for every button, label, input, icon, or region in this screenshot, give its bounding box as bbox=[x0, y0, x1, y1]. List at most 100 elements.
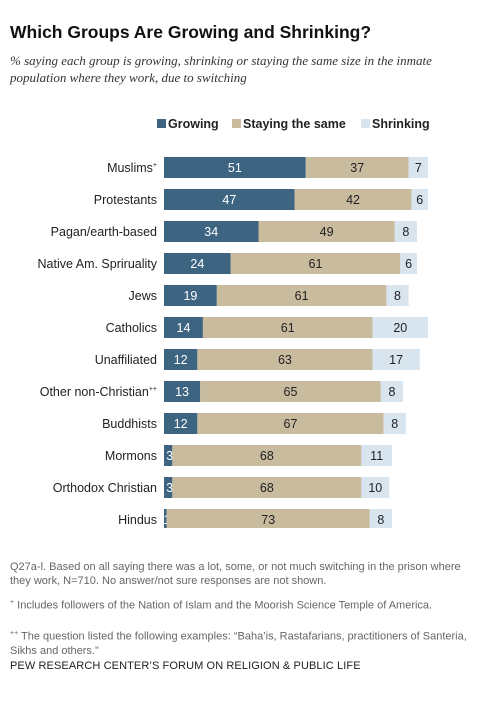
bar-staying-the-same-protestants bbox=[294, 189, 412, 210]
bar-growing-mormons bbox=[164, 445, 173, 466]
bar-staying-the-same-pagan-earth-based bbox=[258, 221, 395, 242]
footnote-muslims-text: Includes followers of the Nation of Isla… bbox=[17, 599, 433, 612]
data-label-staying-the-same-buddhists: 67 bbox=[284, 417, 298, 431]
data-label-staying-the-same-pagan-earth-based: 49 bbox=[320, 225, 334, 239]
bar-shrinking-catholics bbox=[372, 317, 429, 338]
bar-growing-other-non-christian bbox=[164, 381, 201, 402]
bar-growing-native-am-spriruality bbox=[164, 253, 231, 274]
bar-staying-the-same-buddhists bbox=[197, 413, 384, 434]
data-label-staying-the-same-mormons: 68 bbox=[260, 449, 274, 463]
bar-shrinking-unaffiliated bbox=[372, 349, 420, 370]
footnote-mark: + bbox=[153, 162, 157, 169]
footnote-muslims: + Includes followers of the Nation of Is… bbox=[10, 596, 472, 613]
stacked-bar-chart: Growing Staying the same Shrinking Muslims+… bbox=[38, 117, 430, 528]
data-label-growing-orthodox-christian: 3 bbox=[166, 481, 173, 495]
legend-label-shrinking: Shrinking bbox=[372, 117, 430, 131]
category-label-orthodox-christian: Orthodox Christian bbox=[53, 481, 157, 495]
category-label-muslims: Muslims+ bbox=[107, 161, 157, 175]
bar-growing-jews bbox=[164, 285, 217, 306]
data-label-staying-the-same-protestants: 42 bbox=[346, 193, 360, 207]
bar-shrinking-pagan-earth-based bbox=[394, 221, 417, 242]
legend-swatch-staying-the-same bbox=[232, 119, 241, 128]
bar-growing-pagan-earth-based bbox=[164, 221, 259, 242]
bar-staying-the-same-mormons bbox=[172, 445, 362, 466]
data-label-shrinking-pagan-earth-based: 8 bbox=[402, 225, 409, 239]
data-label-growing-jews: 19 bbox=[183, 289, 197, 303]
bar-growing-unaffiliated bbox=[164, 349, 198, 370]
category-label-catholics: Catholics bbox=[106, 321, 157, 335]
data-label-staying-the-same-orthodox-christian: 68 bbox=[260, 481, 274, 495]
bar-shrinking-mormons bbox=[361, 445, 392, 466]
bar-growing-orthodox-christian bbox=[164, 477, 173, 498]
data-label-growing-protestants: 47 bbox=[222, 193, 236, 207]
data-label-staying-the-same-hindus: 73 bbox=[261, 513, 275, 527]
category-label-protestants: Protestants bbox=[94, 193, 157, 207]
bar-staying-the-same-muslims bbox=[305, 157, 409, 178]
bar-shrinking-other-non-christian bbox=[380, 381, 404, 402]
bar-staying-the-same-jews bbox=[216, 285, 387, 306]
bar-staying-the-same-catholics bbox=[202, 317, 373, 338]
category-label-unaffiliated: Unaffiliated bbox=[95, 353, 157, 367]
bar-growing-muslims bbox=[164, 157, 306, 178]
footnote-mark: ++ bbox=[149, 386, 157, 393]
footnote-other-text: The question listed the following exampl… bbox=[10, 630, 467, 657]
data-label-shrinking-catholics: 20 bbox=[393, 321, 407, 335]
bar-shrinking-muslims bbox=[408, 157, 429, 178]
data-label-staying-the-same-other-non-christian: 65 bbox=[284, 385, 298, 399]
chart-subtitle: % saying each group is growing, shrinkin… bbox=[10, 53, 432, 85]
bar-growing-hindus bbox=[164, 509, 167, 528]
data-label-growing-muslims: 51 bbox=[228, 161, 242, 175]
survey-note: Q27a-l. Based on all saying there was a … bbox=[10, 561, 461, 587]
source-line: PEW RESEARCH CENTER’S FORUM ON RELIGION … bbox=[10, 660, 361, 672]
footnote-mark: + bbox=[10, 599, 15, 606]
data-label-shrinking-buddhists: 8 bbox=[391, 417, 398, 431]
bar-growing-buddhists bbox=[164, 413, 198, 434]
category-label-buddhists: Buddhists bbox=[102, 417, 157, 431]
legend-swatch-shrinking bbox=[361, 119, 370, 128]
data-label-staying-the-same-jews: 61 bbox=[295, 289, 309, 303]
data-label-growing-buddhists: 12 bbox=[174, 417, 188, 431]
data-label-growing-other-non-christian: 13 bbox=[175, 385, 189, 399]
data-label-shrinking-protestants: 6 bbox=[416, 193, 423, 207]
legend-label-growing: Growing bbox=[168, 117, 219, 131]
bar-shrinking-native-am-spriruality bbox=[400, 253, 417, 274]
bar-staying-the-same-orthodox-christian bbox=[172, 477, 362, 498]
data-label-shrinking-jews: 8 bbox=[394, 289, 401, 303]
bar-shrinking-hindus bbox=[369, 509, 392, 528]
data-label-staying-the-same-catholics: 61 bbox=[281, 321, 295, 335]
footnote-mark: ++ bbox=[10, 630, 19, 637]
data-label-shrinking-hindus: 8 bbox=[377, 513, 384, 527]
category-label-hindus: Hindus bbox=[118, 513, 157, 527]
data-label-shrinking-native-am-spriruality: 6 bbox=[405, 257, 412, 271]
data-label-shrinking-muslims: 7 bbox=[415, 161, 422, 175]
category-label-other-non-christian: Other non-Christian++ bbox=[40, 385, 157, 399]
category-label-jews: Jews bbox=[129, 289, 157, 303]
data-label-growing-pagan-earth-based: 34 bbox=[204, 225, 218, 239]
bar-growing-protestants bbox=[164, 189, 295, 210]
data-label-growing-native-am-spriruality: 24 bbox=[190, 257, 204, 271]
bar-staying-the-same-unaffiliated bbox=[197, 349, 373, 370]
legend: Growing Staying the same Shrinking bbox=[157, 117, 430, 131]
bar-shrinking-jews bbox=[386, 285, 409, 306]
data-label-shrinking-orthodox-christian: 10 bbox=[368, 481, 382, 495]
bar-staying-the-same-native-am-spriruality bbox=[230, 253, 401, 274]
bar-growing-catholics bbox=[164, 317, 203, 338]
chart-title: Which Groups Are Growing and Shrinking? bbox=[10, 22, 372, 42]
legend-label-staying-the-same: Staying the same bbox=[243, 117, 346, 131]
bar-staying-the-same-other-non-christian bbox=[200, 381, 381, 402]
data-label-growing-catholics: 14 bbox=[177, 321, 191, 335]
data-label-growing-unaffiliated: 12 bbox=[174, 353, 188, 367]
data-label-staying-the-same-native-am-spriruality: 61 bbox=[309, 257, 323, 271]
footnote-other-non-christian: ++ The question listed the following exa… bbox=[10, 627, 472, 658]
bar-shrinking-protestants bbox=[411, 189, 429, 210]
data-label-staying-the-same-muslims: 37 bbox=[350, 161, 364, 175]
category-label-pagan-earth-based: Pagan/earth-based bbox=[51, 225, 157, 239]
data-label-staying-the-same-unaffiliated: 63 bbox=[278, 353, 292, 367]
category-label-mormons: Mormons bbox=[105, 449, 157, 463]
data-label-shrinking-mormons: 11 bbox=[370, 449, 383, 463]
category-label-native-am-spriruality: Native Am. Spriruality bbox=[38, 257, 158, 271]
bar-staying-the-same-hindus bbox=[166, 509, 370, 528]
data-label-shrinking-unaffiliated: 17 bbox=[389, 353, 403, 367]
bar-shrinking-orthodox-christian bbox=[361, 477, 390, 498]
data-label-growing-mormons: 3 bbox=[166, 449, 173, 463]
